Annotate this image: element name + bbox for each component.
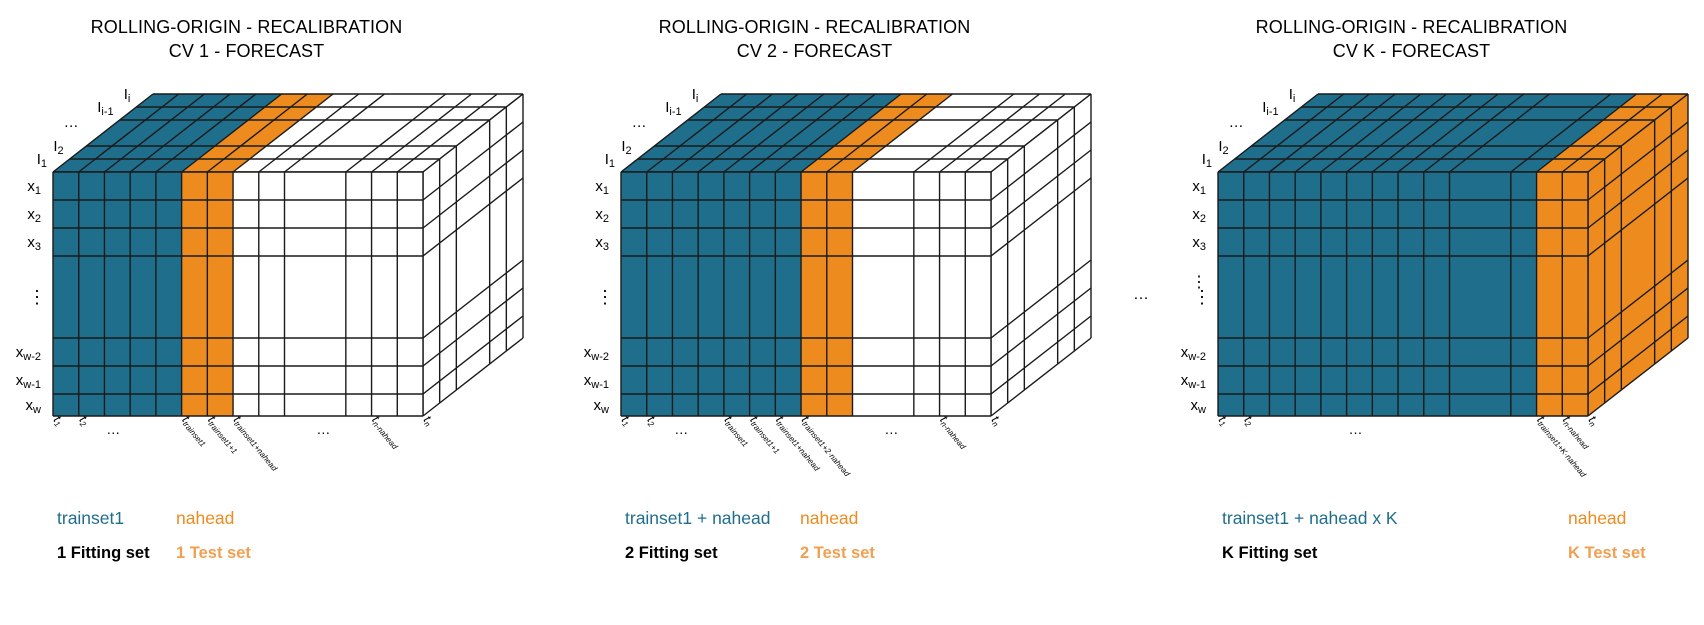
svg-text:I2: I2 bbox=[1218, 138, 1228, 157]
svg-text:…: … bbox=[674, 421, 688, 437]
svg-text:I2: I2 bbox=[621, 138, 631, 157]
svg-text:Ii: Ii bbox=[692, 86, 699, 105]
svg-text:ttrainset1+nahead: ttrainset1+nahead bbox=[230, 413, 284, 473]
svg-text:x1: x1 bbox=[1192, 178, 1206, 197]
svg-text:…: … bbox=[316, 421, 330, 437]
svg-text:…: … bbox=[64, 114, 79, 131]
svg-text:tn-nahead: tn-nahead bbox=[936, 413, 972, 452]
svg-text:x2: x2 bbox=[595, 206, 609, 225]
svg-text:xw-1: xw-1 bbox=[16, 372, 41, 391]
svg-text:x1: x1 bbox=[595, 178, 609, 197]
svg-text:ttrainset1: ttrainset1 bbox=[721, 413, 754, 449]
svg-text:x3: x3 bbox=[1192, 234, 1206, 253]
svg-text:Ii: Ii bbox=[1289, 86, 1296, 105]
svg-text:Ii-1: Ii-1 bbox=[665, 99, 681, 118]
svg-text:xw: xw bbox=[594, 397, 610, 416]
svg-text:Ii-1: Ii-1 bbox=[97, 99, 113, 118]
svg-text:…: … bbox=[106, 421, 120, 437]
svg-text:x3: x3 bbox=[27, 234, 41, 253]
svg-text:x2: x2 bbox=[27, 206, 41, 225]
svg-text:xw-1: xw-1 bbox=[1181, 372, 1206, 391]
svg-text:ttrainset1+2·nahead: ttrainset1+2·nahead bbox=[798, 413, 857, 479]
svg-text:xw-2: xw-2 bbox=[16, 344, 41, 363]
svg-text:Ii-1: Ii-1 bbox=[1262, 99, 1278, 118]
svg-text:⋮: ⋮ bbox=[28, 287, 46, 307]
svg-text:…: … bbox=[1229, 114, 1244, 131]
svg-text:ttrainset1: ttrainset1 bbox=[179, 413, 212, 449]
svg-text:xw-2: xw-2 bbox=[584, 344, 609, 363]
svg-text:I1: I1 bbox=[37, 151, 47, 170]
svg-text:x1: x1 bbox=[27, 178, 41, 197]
svg-text:x2: x2 bbox=[1192, 206, 1206, 225]
svg-text:xw-1: xw-1 bbox=[584, 372, 609, 391]
svg-text:I1: I1 bbox=[1202, 151, 1212, 170]
svg-text:…: … bbox=[884, 421, 898, 437]
svg-text:⋮: ⋮ bbox=[596, 287, 614, 307]
svg-text:⋮: ⋮ bbox=[1193, 287, 1211, 307]
svg-text:tn-nahead: tn-nahead bbox=[368, 413, 404, 452]
svg-text:…: … bbox=[632, 114, 647, 131]
svg-text:x3: x3 bbox=[595, 234, 609, 253]
svg-text:xw: xw bbox=[1191, 397, 1207, 416]
svg-text:…: … bbox=[1348, 421, 1362, 437]
svg-text:I1: I1 bbox=[605, 151, 615, 170]
svg-text:I2: I2 bbox=[53, 138, 63, 157]
svg-text:xw-2: xw-2 bbox=[1181, 344, 1206, 363]
svg-text:Ii: Ii bbox=[124, 86, 131, 105]
svg-text:xw: xw bbox=[26, 397, 42, 416]
